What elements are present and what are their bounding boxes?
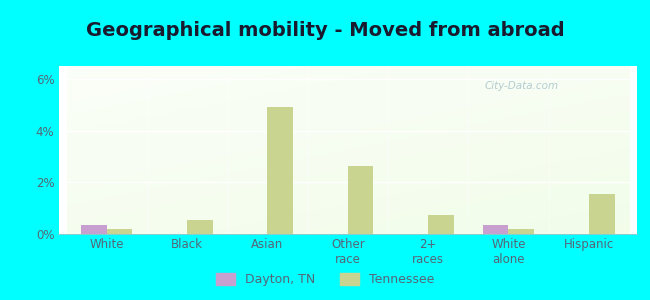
Bar [187, 220, 213, 234]
Bar [508, 229, 534, 234]
Bar [267, 107, 293, 234]
Text: City-Data.com: City-Data.com [484, 81, 558, 91]
Legend: Dayton, TN, Tennessee: Dayton, TN, Tennessee [211, 268, 439, 291]
Bar [589, 194, 614, 234]
Text: Geographical mobility - Moved from abroad: Geographical mobility - Moved from abroa… [86, 20, 564, 40]
Bar [428, 214, 454, 234]
Bar [81, 225, 107, 234]
Bar [348, 166, 374, 234]
Bar [107, 229, 133, 234]
Bar [483, 225, 508, 234]
